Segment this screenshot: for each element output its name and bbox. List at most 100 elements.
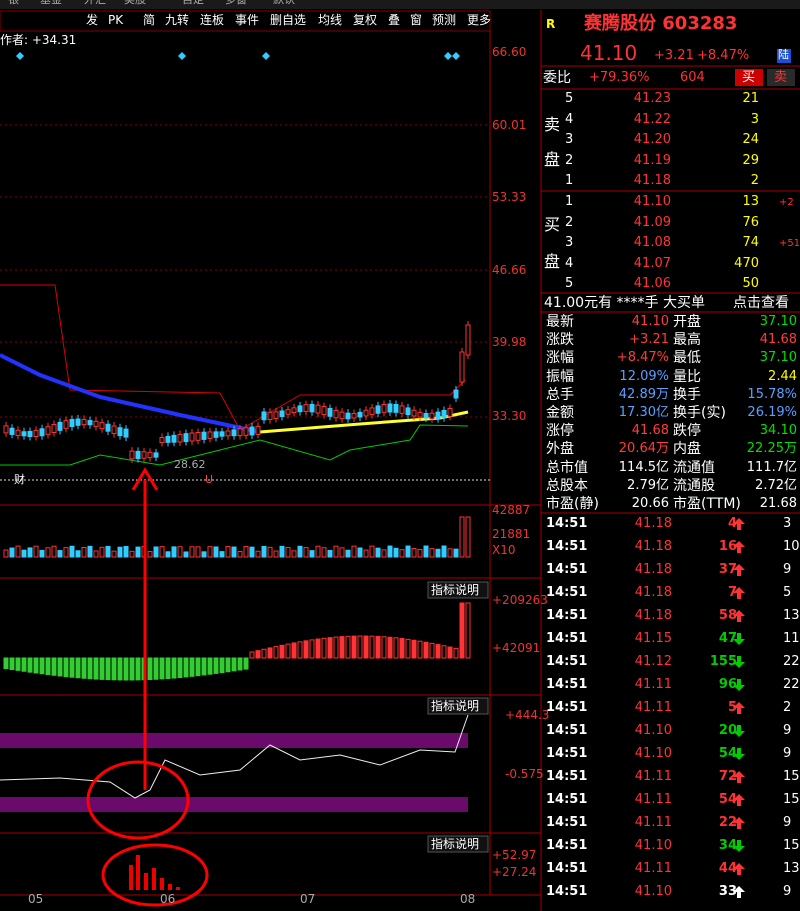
buy-volume: 13 — [742, 194, 759, 209]
tick-count: 9 — [783, 815, 792, 830]
volume-bar — [237, 550, 243, 558]
macd-bar — [429, 642, 435, 659]
toolbar-button[interactable]: PK — [108, 13, 124, 27]
macd-axis-label: +42091 — [492, 641, 541, 655]
macd-bar — [309, 639, 315, 659]
toolbar-button[interactable]: 连板 — [200, 13, 225, 27]
volume-bar — [93, 550, 99, 558]
low-label: 28.62 — [174, 458, 206, 471]
top-tab[interactable]: 多窗 — [225, 0, 247, 7]
candle — [21, 431, 27, 437]
macd-bar — [9, 657, 15, 670]
big-order: 41.00元有 ****手 大买单 — [544, 295, 705, 311]
volume-bar — [447, 548, 453, 558]
toolbar-button[interactable]: 删自选 — [270, 13, 307, 27]
big-order-link[interactable]: 点击查看 — [733, 295, 789, 311]
candle — [357, 411, 363, 418]
tick-volume: 16 — [718, 539, 737, 554]
sell-button[interactable]: 卖 — [774, 70, 788, 85]
tick-count: 13 — [783, 608, 800, 623]
top-tab[interactable]: 银 — [8, 0, 19, 7]
candle — [417, 411, 423, 418]
tick-time: 14:51 — [546, 677, 588, 692]
macd-bar — [93, 657, 99, 680]
indicator-button[interactable]: 指标说明 — [431, 837, 480, 851]
toolbar-button[interactable]: 叠 — [388, 13, 401, 27]
toolbar-button[interactable]: 复权 — [353, 13, 378, 27]
stat-label: 内盘 — [673, 441, 701, 458]
candle — [441, 409, 447, 419]
tick-count: 9 — [783, 562, 792, 577]
volume-bar — [105, 545, 111, 558]
macd-bar — [69, 657, 75, 678]
toolbar-button[interactable]: 更多 — [467, 13, 492, 27]
toolbar-bg — [0, 10, 491, 32]
toolbar-button[interactable]: 窗 — [410, 13, 423, 27]
candle — [165, 435, 171, 443]
indicator-button[interactable]: 指标说明 — [431, 583, 480, 597]
buy-volume: 76 — [742, 214, 759, 230]
macd-bar — [15, 657, 21, 671]
month-label: 07 — [300, 892, 316, 906]
volume-bar — [63, 547, 69, 558]
candle — [351, 412, 357, 419]
buy-button[interactable]: 买 — [742, 70, 756, 85]
tick-count: 15 — [783, 792, 800, 807]
volume-bar — [117, 546, 123, 558]
r-badge: R — [546, 17, 556, 31]
indicator-button[interactable]: 指标说明 — [431, 699, 480, 713]
tick-arrow — [733, 564, 745, 576]
toolbar-button[interactable]: 预测 — [432, 13, 457, 27]
band-bottom — [0, 797, 468, 812]
stat-value: 34.10 — [759, 423, 797, 439]
top-tab[interactable]: 默认 — [273, 0, 295, 7]
toolbar-button[interactable]: 九转 — [165, 13, 190, 27]
stat-value: 2.79亿 — [627, 477, 669, 493]
toolbar-button[interactable]: 简 — [143, 13, 156, 27]
top-tab[interactable]: 自定 — [182, 0, 204, 7]
macd-bar — [369, 635, 375, 659]
tick-count: 11 — [783, 631, 800, 646]
tick-time: 14:51 — [546, 654, 588, 669]
candle — [315, 404, 321, 414]
stat-value: 37.10 — [759, 314, 797, 329]
macd-bar — [243, 657, 249, 670]
tick-price: 41.18 — [634, 562, 672, 577]
candle — [321, 406, 327, 416]
macd-bar — [57, 657, 63, 677]
macd-bar — [273, 646, 279, 659]
candle — [447, 407, 453, 417]
toolbar-button[interactable]: 均线 — [318, 13, 343, 27]
top-tab[interactable]: 美股 — [124, 0, 146, 7]
stat-label: 振幅 — [546, 368, 574, 385]
toolbar-button[interactable]: 发 — [86, 13, 99, 27]
buy-price: 41.09 — [633, 214, 671, 230]
volume-bar — [231, 546, 237, 558]
volume-bar — [459, 516, 465, 558]
top-tab[interactable]: 外汇 — [84, 0, 106, 7]
macd-bar — [441, 645, 447, 659]
candle — [75, 418, 81, 426]
volume-bar — [417, 548, 423, 558]
ind3-bars — [129, 855, 180, 890]
top-tab[interactable]: 基金 — [40, 0, 62, 7]
change-pct: +8.47% — [697, 48, 750, 63]
macd-bar — [417, 640, 423, 659]
tick-count: 9 — [783, 723, 792, 738]
buy-price: 41.08 — [633, 235, 671, 250]
indicator-line — [0, 714, 469, 799]
volume-bar — [171, 546, 177, 558]
stat-label: 总市值 — [546, 459, 588, 476]
level: 3 — [565, 235, 574, 250]
candle — [399, 405, 405, 414]
change: +3.21 — [654, 48, 694, 63]
event-marker[interactable]: U — [205, 473, 214, 486]
toolbar-button[interactable]: 事件 — [235, 13, 260, 27]
macd-bar — [183, 657, 189, 678]
macd-bar — [33, 657, 39, 674]
tick-volume: 22 — [718, 815, 737, 830]
top-strip — [0, 0, 800, 9]
volume-bar — [297, 545, 303, 558]
tick-price: 41.11 — [634, 861, 672, 876]
candle — [237, 428, 243, 437]
